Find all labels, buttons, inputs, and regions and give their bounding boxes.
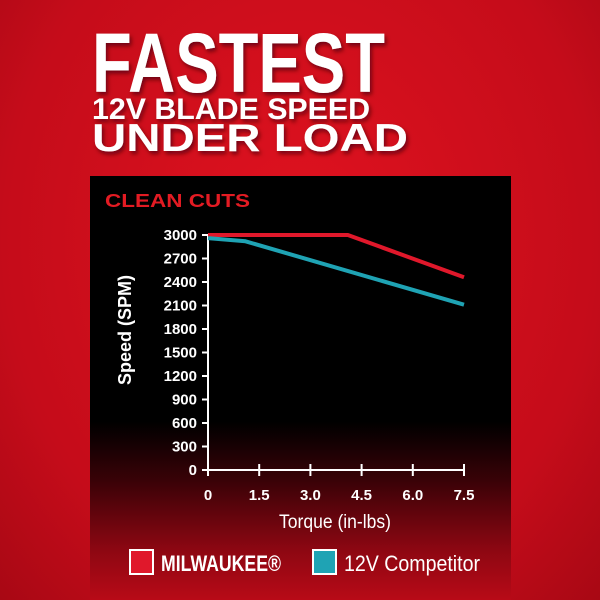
legend-label-milwaukee: MILWAUKEE® <box>161 551 281 576</box>
y-tick-label: 2400 <box>164 274 197 291</box>
y-tick-label: 300 <box>172 439 197 456</box>
legend-label-competitor: 12V Competitor <box>344 551 480 576</box>
x-tick-label: 7.5 <box>454 487 475 504</box>
legend-swatch-competitor <box>312 549 337 575</box>
y-tick-label: 0 <box>189 462 197 479</box>
y-tick-label: 2100 <box>164 298 197 315</box>
chart-panel <box>90 176 511 600</box>
x-tick-label: 0 <box>204 487 212 504</box>
y-tick-label: 600 <box>172 415 197 432</box>
y-tick-label: 1500 <box>164 345 197 362</box>
x-axis-label: Torque (in-lbs) <box>279 512 391 533</box>
legend-swatch-milwaukee <box>129 549 154 575</box>
series-line-milwaukee <box>208 233 465 280</box>
x-tick-label: 6.0 <box>402 487 423 504</box>
series-line-competitor <box>207 236 465 307</box>
y-tick-label: 1800 <box>164 321 197 338</box>
y-tick-label: 2700 <box>164 251 197 268</box>
y-tick-label: 900 <box>172 392 197 409</box>
chart-title: CLEAN CUTS <box>105 191 250 211</box>
headline-fastest: FASTEST <box>92 16 385 110</box>
legend: MILWAUKEE® 12V Competitor <box>129 549 480 576</box>
headline-blade-speed: 12V BLADE SPEED <box>92 93 370 126</box>
y-axis-label: Speed (SPM) <box>115 275 135 385</box>
headline-under-load: UNDER LOAD <box>92 117 408 160</box>
y-tick-label: 3000 <box>164 227 197 244</box>
y-tick-label: 1200 <box>164 368 197 385</box>
x-tick-label: 1.5 <box>249 487 270 504</box>
x-tick-label: 4.5 <box>351 487 372 504</box>
x-tick-label: 3.0 <box>300 487 321 504</box>
